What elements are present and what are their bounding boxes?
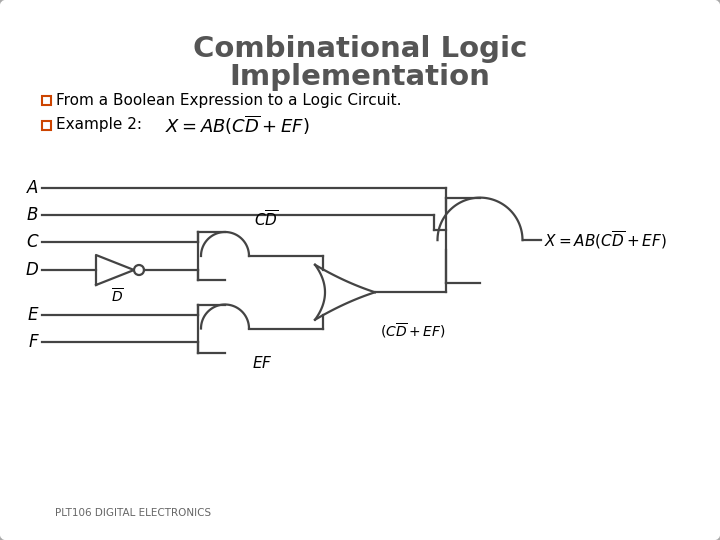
Text: A: A: [27, 179, 38, 197]
Text: $X = AB(C\overline{D} + EF)$: $X = AB(C\overline{D} + EF)$: [544, 230, 667, 251]
Text: $(C\overline{D} + EF)$: $(C\overline{D} + EF)$: [380, 322, 446, 340]
Text: B: B: [27, 206, 38, 224]
Text: E: E: [27, 306, 38, 324]
Text: $EF$: $EF$: [252, 354, 273, 370]
Text: Implementation: Implementation: [230, 63, 490, 91]
Text: Example 2:: Example 2:: [56, 118, 142, 132]
Text: $\overline{D}$: $\overline{D}$: [111, 287, 123, 305]
Text: From a Boolean Expression to a Logic Circuit.: From a Boolean Expression to a Logic Cir…: [56, 92, 402, 107]
Text: D: D: [25, 261, 38, 279]
Text: Combinational Logic: Combinational Logic: [193, 35, 527, 63]
Text: PLT106 DIGITAL ELECTRONICS: PLT106 DIGITAL ELECTRONICS: [55, 508, 211, 518]
Bar: [42, 96, 51, 105]
Text: $X = AB(C\overline{D} + EF)$: $X = AB(C\overline{D} + EF)$: [165, 113, 310, 137]
Text: $C\overline{D}$: $C\overline{D}$: [254, 210, 279, 230]
Text: C: C: [27, 233, 38, 251]
Text: F: F: [28, 333, 38, 351]
Bar: [42, 120, 51, 130]
